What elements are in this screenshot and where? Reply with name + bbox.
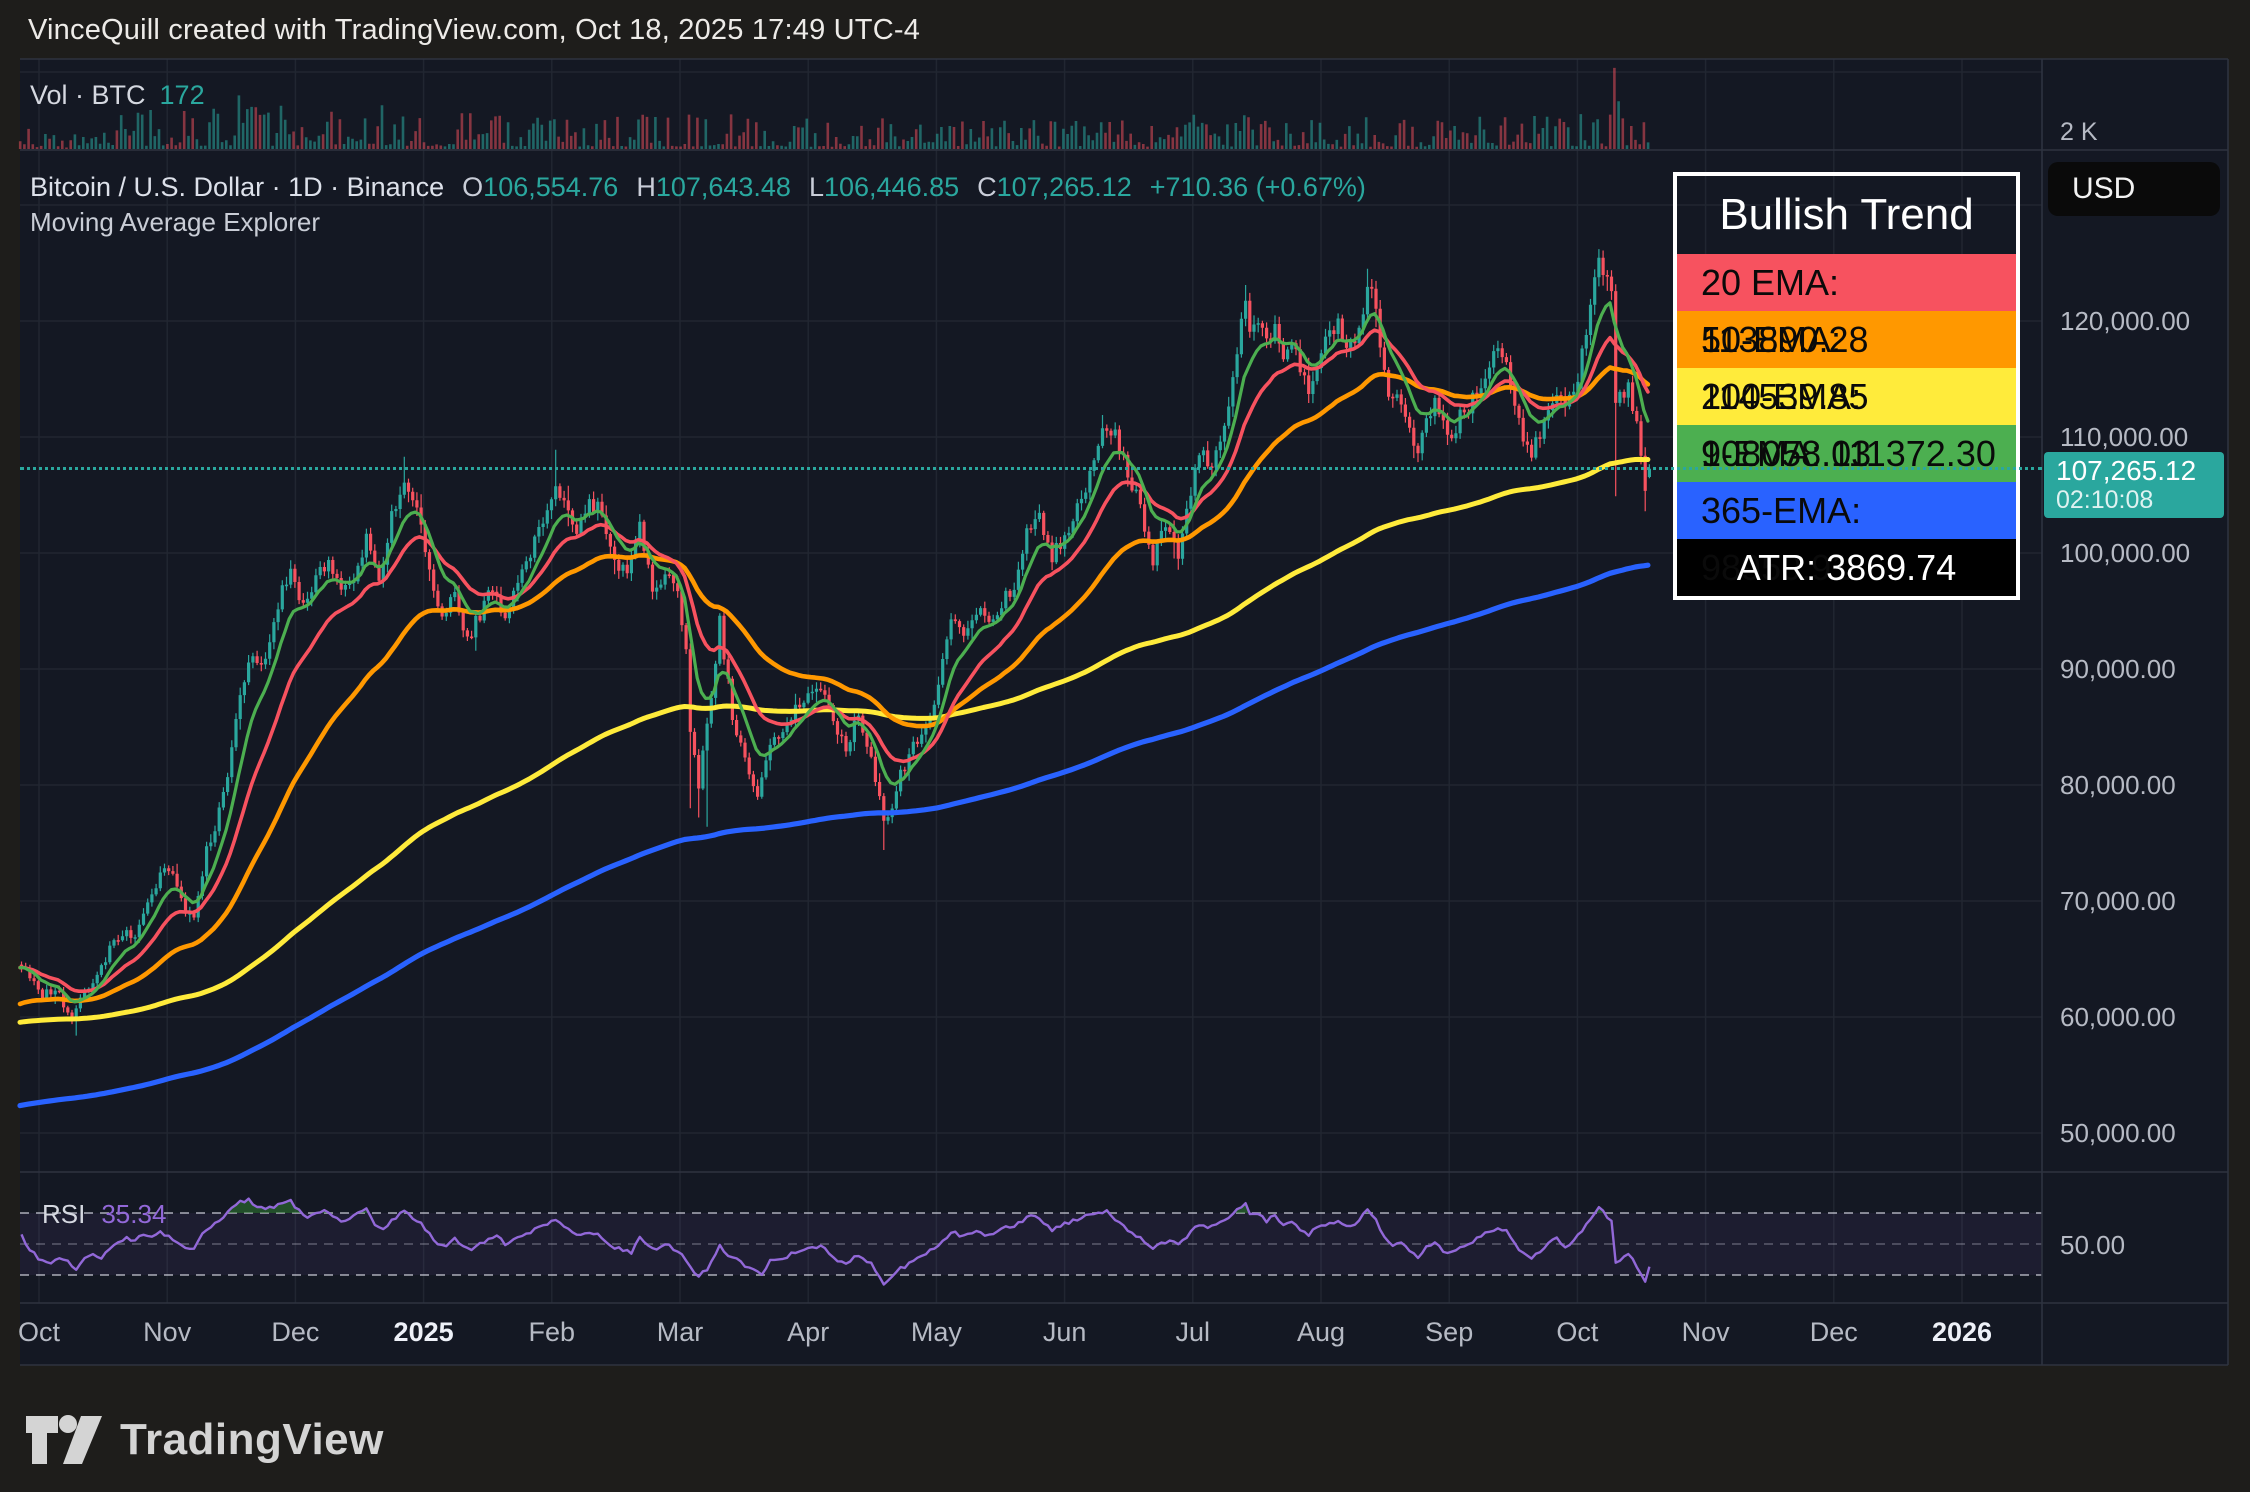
close-value: 107,265.12 bbox=[996, 172, 1132, 202]
bar-countdown: 02:10:08 bbox=[2056, 486, 2154, 514]
time-tick: Nov bbox=[143, 1317, 192, 1347]
high-value: 107,643.48 bbox=[655, 172, 791, 202]
time-tick: Apr bbox=[787, 1317, 830, 1347]
tradingview-logo[interactable]: TradingView bbox=[26, 1412, 384, 1468]
time-tick: Dec bbox=[271, 1317, 320, 1347]
time-tick: May bbox=[910, 1317, 962, 1347]
trend-row-50ema: 50-EMA: 114539.85 bbox=[1677, 311, 2016, 417]
time-tick: Dec bbox=[1809, 1317, 1858, 1347]
volume-value: 172 bbox=[159, 80, 205, 110]
trend-row-9ema: 9-EMA: 111372.30 bbox=[1677, 425, 2016, 482]
last-price-badge: 107,265.12 02:10:08 bbox=[2044, 452, 2224, 518]
price-tick: 50,000.00 bbox=[2060, 1118, 2176, 1148]
time-tick: Nov bbox=[1681, 1317, 1730, 1347]
time-tick: Mar bbox=[656, 1317, 704, 1347]
page-title: VinceQuill created with TradingView.com,… bbox=[28, 14, 921, 46]
trend-row-200ema: 200-EMA: 108058.03 bbox=[1677, 368, 2016, 474]
high-label: H bbox=[636, 172, 656, 202]
trend-panel: Bullish Trend 20 EMA: 113890.2850-EMA: 1… bbox=[1673, 172, 2020, 600]
low-value: 106,446.85 bbox=[823, 172, 960, 202]
price-tick: 110,000.00 bbox=[2060, 422, 2189, 452]
trend-row-20ema: 20 EMA: 113890.28 bbox=[1677, 254, 2016, 360]
indicator-label: Moving Average Explorer bbox=[30, 207, 321, 237]
price-tick: 120,000.00 bbox=[2060, 306, 2191, 336]
time-tick: 2025 bbox=[393, 1317, 454, 1347]
price-tick: 80,000.00 bbox=[2060, 770, 2176, 800]
rsi-value: 35.34 bbox=[101, 1199, 167, 1229]
volume-pane-legend: Vol · BTC 172 bbox=[30, 80, 205, 111]
trend-row-atr: ATR: 3869.74 bbox=[1677, 539, 2016, 596]
rsi-axis-tick: 50.00 bbox=[2060, 1230, 2126, 1260]
low-label: L bbox=[808, 172, 824, 202]
close-label: C bbox=[977, 172, 997, 202]
time-tick: Feb bbox=[528, 1317, 576, 1347]
rsi-label: RSI bbox=[42, 1199, 86, 1229]
time-tick: Sep bbox=[1425, 1317, 1474, 1347]
last-price-dotted-line bbox=[20, 467, 2042, 470]
price-tick: 70,000.00 bbox=[2060, 886, 2176, 916]
change-value: +710.36 (+0.67%) bbox=[1149, 172, 1366, 202]
time-tick: Jun bbox=[1042, 1317, 1087, 1347]
price-tick: 90,000.00 bbox=[2060, 654, 2176, 684]
price-axis[interactable]: 2 K 50.00 120,000.00 110,000.00 100,000.00… bbox=[2042, 59, 2228, 1365]
open-label: O bbox=[462, 172, 484, 202]
rsi-pane-legend: RSI 35.34 bbox=[42, 1199, 166, 1230]
time-axis[interactable]: Oct Nov Dec 2025 Feb Mar Apr May Jun Jul Aug Sep Oct… bbox=[17, 1303, 2228, 1365]
open-value: 106,554.76 bbox=[483, 172, 619, 202]
time-tick: 2026 bbox=[1931, 1317, 1993, 1347]
time-tick: Jul bbox=[1175, 1317, 1211, 1347]
volume-axis-tick: 2 K bbox=[2060, 118, 2098, 146]
ema-365-line bbox=[17, 562, 1651, 1109]
currency-toggle-button[interactable]: USD bbox=[2048, 162, 2220, 216]
symbol-legend: Bitcoin / U.S. Dollar · 1D · Binance O106… bbox=[30, 172, 1366, 203]
tradingview-logo-icon bbox=[26, 1415, 102, 1464]
last-price: 107,265.12 bbox=[2056, 455, 2197, 486]
rsi-line bbox=[20, 1197, 1651, 1286]
time-tick: Oct bbox=[17, 1317, 61, 1347]
price-tick: 60,000.00 bbox=[2060, 1002, 2176, 1032]
tradingview-logo-text: TradingView bbox=[120, 1415, 384, 1464]
volume-label: Vol · BTC bbox=[30, 80, 146, 110]
trend-panel-title: Bullish Trend bbox=[1719, 190, 1974, 239]
ema-9-line bbox=[18, 301, 1650, 1004]
price-tick: 100,000.00 bbox=[2060, 538, 2191, 568]
trend-row-365ema: 365-EMA: 98950.91 bbox=[1677, 482, 2016, 588]
time-tick: Oct bbox=[1556, 1317, 1599, 1347]
ema-50-line bbox=[17, 365, 1651, 1007]
symbol-name: Bitcoin / U.S. Dollar · 1D · Binance bbox=[30, 172, 445, 202]
time-tick: Aug bbox=[1296, 1317, 1346, 1347]
